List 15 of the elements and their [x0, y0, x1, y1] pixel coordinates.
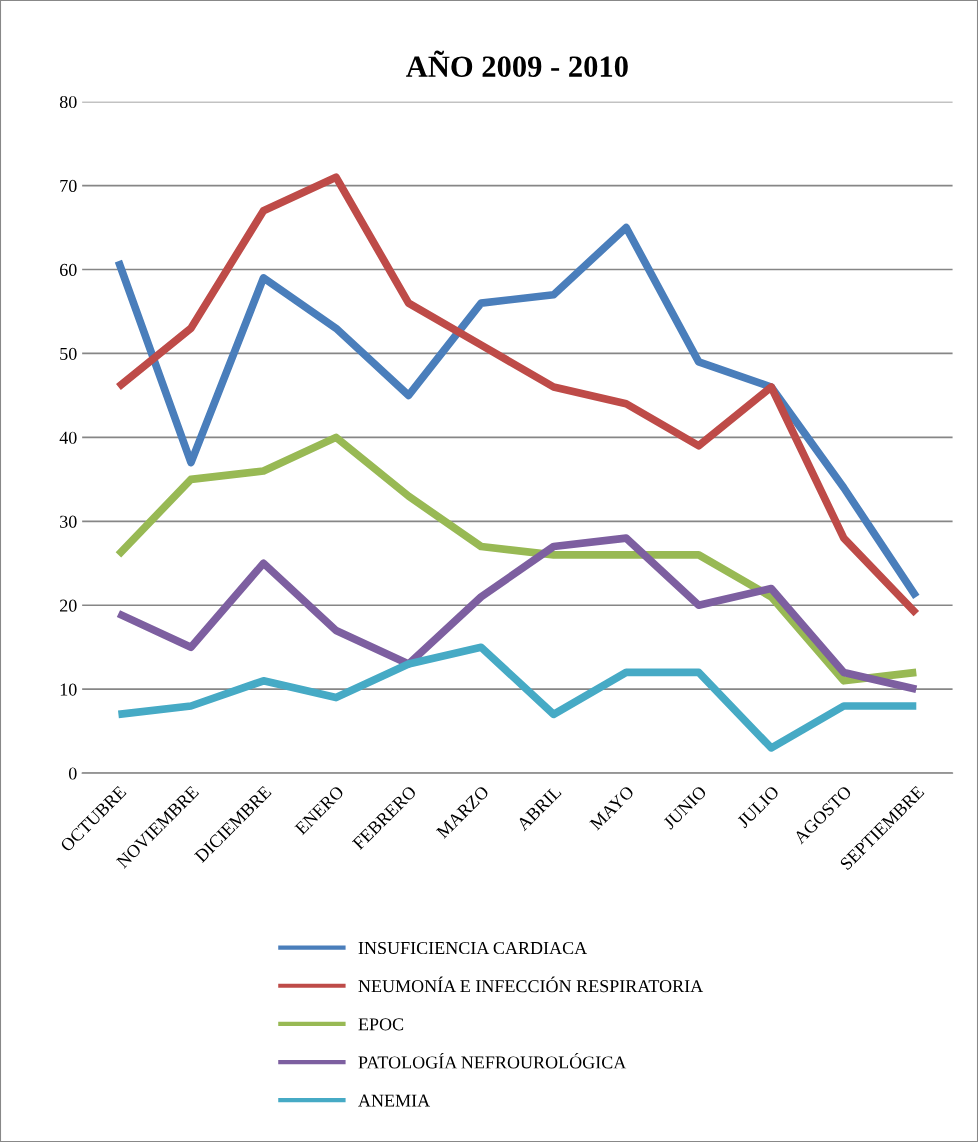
legend-label: NEUMONÍA E INFECCIÓN RESPIRATORIA [358, 976, 704, 993]
legend-label: INSUFICIENCIA CARDIACA [358, 941, 588, 955]
y-tick-label: 30 [60, 515, 77, 528]
y-tick-label: 0 [68, 767, 77, 780]
legend-label: PATOLOGÍA NEFROUROLÓGICA [358, 1052, 627, 1069]
y-tick-label: 80 [59, 95, 77, 109]
y-tick-label: 20 [60, 599, 77, 612]
y-tick-label: 60 [60, 263, 77, 276]
chart-title: AÑO 2009 - 2010 [406, 50, 628, 77]
y-tick-label: 70 [60, 179, 77, 193]
legend-label: EPOC [358, 1018, 404, 1031]
y-tick-label: 10 [60, 683, 77, 696]
legend-label: ANEMIA [358, 1094, 431, 1107]
y-tick-label: 50 [60, 347, 77, 360]
y-tick-label: 40 [59, 431, 77, 444]
